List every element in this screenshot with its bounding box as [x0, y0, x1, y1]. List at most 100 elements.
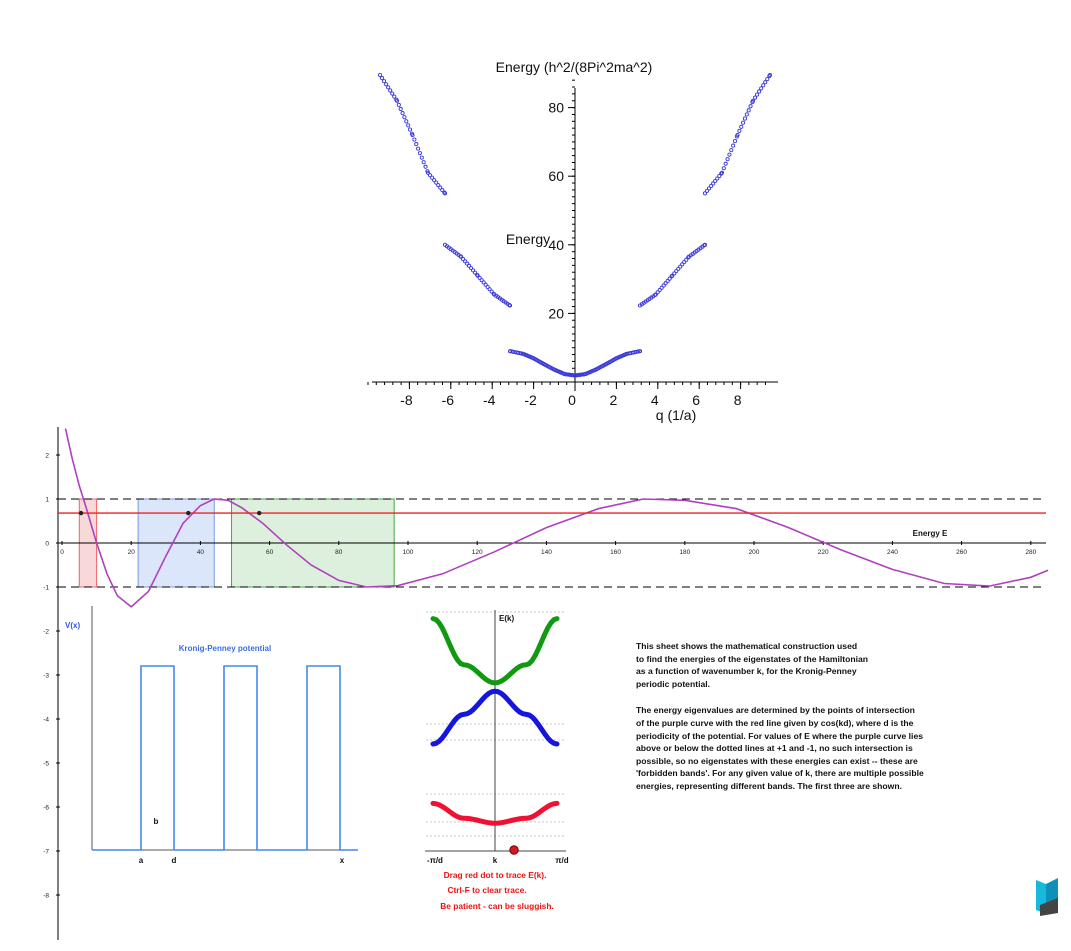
band-data-point: [653, 292, 658, 297]
ek-instruction-drag: Drag red dot to trace E(k).: [444, 870, 547, 880]
band-data-point: [483, 282, 488, 287]
potential-label-d: d: [172, 856, 177, 865]
band-data-point: [465, 261, 470, 266]
band-data-point: [727, 152, 732, 157]
kp-xtick-label: 20: [128, 549, 136, 556]
band-data-point: [707, 186, 712, 191]
band-data-point: [438, 185, 443, 190]
band-data-point: [491, 291, 496, 296]
band-data-point: [442, 191, 448, 196]
band-data-point: [382, 79, 387, 84]
description-panel: This sheet shows the mathematical constr…: [636, 640, 966, 807]
band-plot-ytick-label: 80: [548, 100, 564, 116]
band-plot-xtick-label: 4: [651, 392, 659, 408]
kp-ytick-label: -8: [43, 893, 49, 900]
ek-left-label: -π/d: [427, 856, 443, 865]
ek-right-label: π/d: [555, 856, 568, 865]
band-data-point: [467, 263, 472, 268]
kp-ytick-label: -5: [43, 761, 49, 768]
band-plot-xtick-label: 8: [734, 392, 742, 408]
band-data-point: [414, 142, 419, 147]
band-data-point: [748, 104, 753, 109]
potential-label-a: a: [139, 856, 144, 865]
band-data-point: [417, 151, 423, 156]
band-data-point: [735, 132, 740, 138]
description-paragraph-2: The energy eigenvalues are determined by…: [636, 705, 924, 791]
band-data-point: [713, 178, 718, 184]
band-plot-xtick-label: -6: [442, 392, 455, 408]
band-data-point: [402, 115, 407, 120]
band-data-point: [746, 108, 751, 113]
band-data-point: [436, 183, 441, 188]
ek-red-drag-dot[interactable]: [509, 845, 519, 855]
band-plot-xtick-label: 0: [568, 392, 576, 408]
band-data-point: [739, 124, 744, 129]
band-data-point: [404, 119, 409, 124]
band-data-point: [731, 143, 736, 148]
band-data-point: [702, 242, 708, 247]
band-data-point: [407, 127, 413, 132]
kp-xtick-label: 40: [197, 549, 205, 556]
band-plot-title: Energy (h^2/(8Pi^2ma^2): [496, 59, 653, 75]
band-data-point: [737, 128, 742, 133]
band-plot-xtick-label: -2: [524, 392, 537, 408]
band-data-point: [665, 278, 670, 284]
band-data-point: [763, 80, 768, 85]
band-data-point: [732, 139, 738, 144]
band-data-point: [475, 273, 480, 278]
kp-xtick-label: 200: [749, 549, 760, 556]
band-data-point: [684, 257, 689, 262]
kp-intersection-point: [257, 510, 262, 516]
kp-ytick-label: -3: [43, 673, 49, 680]
brand-logo-icon: [1036, 878, 1058, 916]
band-data-point: [419, 155, 424, 160]
kp-intersection-point: [78, 510, 84, 516]
band-data-point: [440, 188, 445, 193]
kp-ytick-label: -4: [43, 717, 49, 724]
band-data-point: [507, 303, 513, 308]
band-plot-xtick-label: -8: [400, 392, 413, 408]
potential-ylabel: V(x): [65, 621, 80, 630]
band-data-point: [667, 276, 672, 281]
kp-ytick-label: 2: [45, 453, 49, 460]
band-data-point: [678, 264, 683, 269]
band-data-point: [377, 72, 383, 78]
band-data-point: [398, 106, 403, 112]
kp-xtick-label: 60: [266, 549, 274, 556]
band-data-point: [659, 285, 664, 290]
ek-center-label: k: [493, 856, 498, 865]
band-data-point: [428, 173, 433, 178]
ek-band-curve: [430, 688, 560, 747]
band-data-point: [423, 164, 428, 169]
band-plot-xtick-label: 2: [610, 392, 618, 408]
band-data-point: [742, 116, 747, 121]
band-data-point: [759, 86, 764, 91]
band-data-point: [702, 191, 708, 196]
ek-band-curve: [430, 616, 560, 686]
band-data-point: [753, 95, 758, 100]
band-data-point: [750, 98, 756, 103]
band-structure-plot: Energy (h^2/(8Pi^2ma^2) Energy q (1/a) -…: [367, 59, 778, 423]
band-data-point: [479, 278, 484, 283]
band-data-point: [725, 157, 730, 162]
band-data-point: [474, 272, 480, 277]
kp-ytick-label: 0: [45, 541, 49, 548]
band-data-point: [485, 284, 490, 290]
band-data-point: [680, 262, 685, 267]
kp-ytick-label: -6: [43, 805, 49, 812]
band-data-point: [459, 254, 464, 259]
band-data-point: [416, 146, 421, 151]
band-data-point: [741, 120, 746, 125]
band-plot-ytick-label: 20: [548, 305, 564, 321]
band-data-point: [715, 176, 720, 181]
kp-ytick-label: -7: [43, 849, 49, 856]
band-data-point: [670, 273, 675, 278]
band-data-point: [672, 271, 677, 276]
band-data-point: [721, 166, 726, 171]
band-plot-ylabel: Energy: [506, 231, 550, 247]
band-data-point: [757, 89, 762, 94]
kp-xtick-label: 140: [541, 549, 552, 556]
band-data-point: [704, 188, 710, 193]
band-data-point: [767, 72, 773, 78]
